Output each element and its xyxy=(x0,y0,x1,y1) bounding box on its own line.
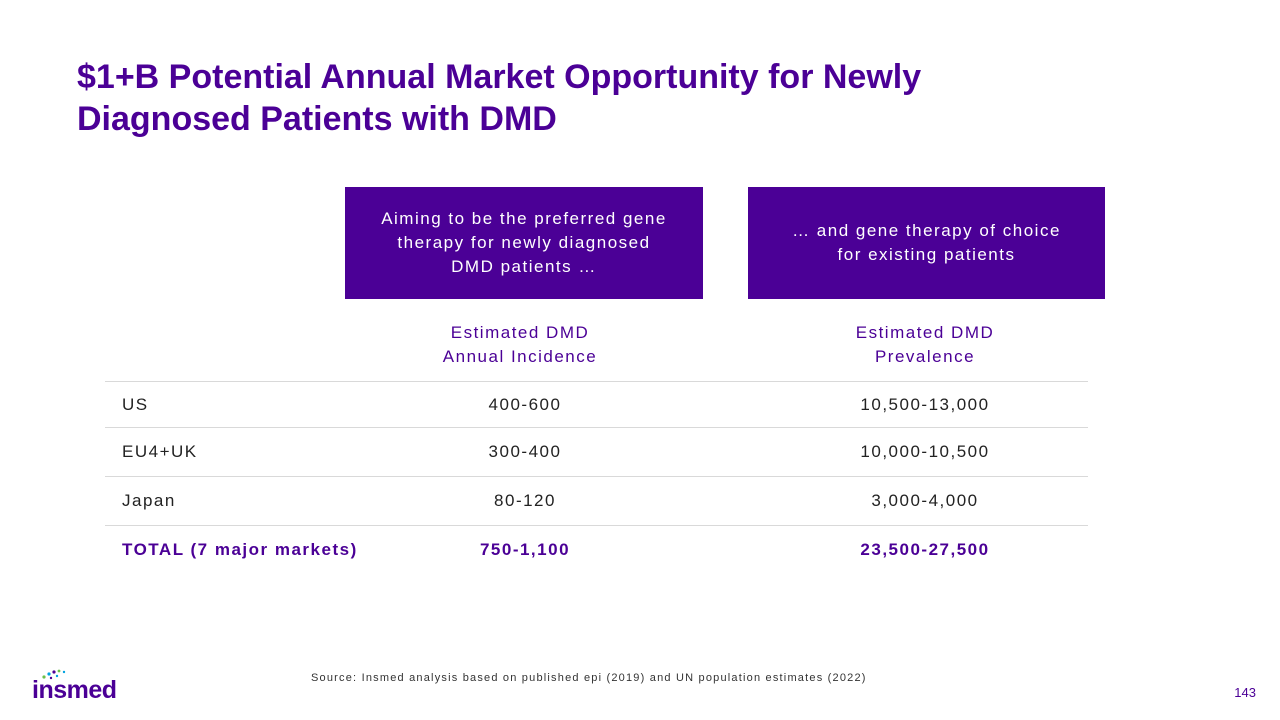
total-row: TOTAL (7 major markets) 750-1,100 23,500… xyxy=(105,525,1088,574)
total-prevalence: 23,500-27,500 xyxy=(860,540,990,559)
region-cell: EU4+UK xyxy=(122,442,198,461)
total-label: TOTAL (7 major markets) xyxy=(122,540,358,559)
prevalence-cell: 10,000-10,500 xyxy=(860,442,990,461)
table-row: Japan 80-120 3,000-4,000 xyxy=(105,476,1088,525)
prevalence-cell: 3,000-4,000 xyxy=(871,491,979,510)
callout-newly-diagnosed: Aiming to be the preferred gene therapy … xyxy=(345,187,703,299)
incidence-cell: 400-600 xyxy=(488,394,562,414)
source-note: Source: Insmed analysis based on publish… xyxy=(311,672,867,684)
incidence-cell: 300-400 xyxy=(488,442,562,461)
logo-dots-icon xyxy=(42,669,66,680)
column-header-prevalence: Estimated DMD Prevalence xyxy=(855,323,995,366)
region-cell: US xyxy=(122,394,149,414)
market-table: US 400-600 10,500-13,000 EU4+UK 300-400 … xyxy=(105,381,1088,574)
table-row: US 400-600 10,500-13,000 xyxy=(105,381,1088,427)
region-cell: Japan xyxy=(122,491,176,510)
callout-right-text: … and gene therapy of choice for existin… xyxy=(792,221,1061,264)
insmed-logo: insmed xyxy=(32,668,128,704)
prevalence-cell: 10,500-13,000 xyxy=(860,394,990,414)
incidence-cell: 80-120 xyxy=(494,491,556,510)
page-title: $1+B Potential Annual Market Opportunity… xyxy=(77,58,922,138)
page-number: 143 xyxy=(1234,685,1256,700)
callout-existing-patients: … and gene therapy of choice for existin… xyxy=(748,187,1105,299)
column-header-incidence: Estimated DMD Annual Incidence xyxy=(442,323,598,366)
logo-wordmark: insmed xyxy=(32,676,117,704)
total-incidence: 750-1,100 xyxy=(479,540,571,559)
table-row: EU4+UK 300-400 10,000-10,500 xyxy=(105,427,1088,476)
callout-left-text: Aiming to be the preferred gene therapy … xyxy=(381,209,667,276)
